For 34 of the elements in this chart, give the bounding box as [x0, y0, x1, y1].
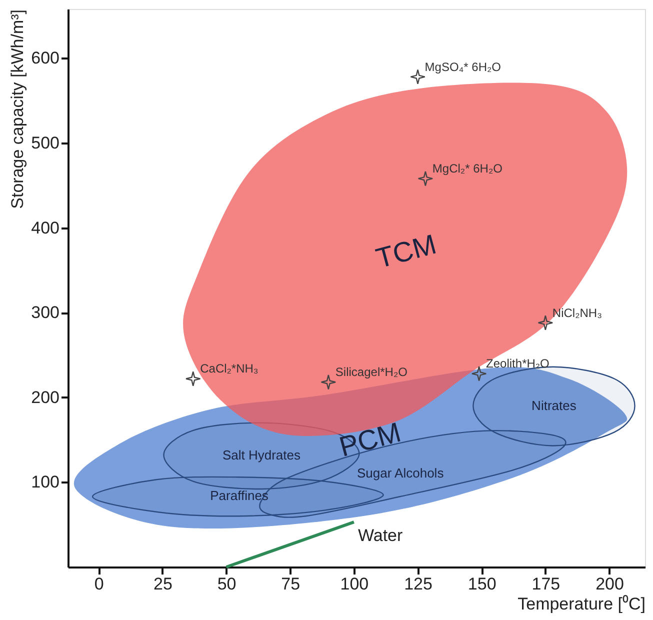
point	[185, 371, 201, 386]
y-tick-label: 100	[31, 472, 60, 492]
y-tick-label: 400	[31, 218, 60, 238]
point	[418, 170, 434, 186]
point	[471, 366, 487, 382]
series-label: Nitrates	[532, 398, 577, 413]
series-label: TCM	[372, 228, 440, 274]
x-tick-label: 125	[404, 574, 432, 594]
x-tick-label: 150	[468, 574, 496, 594]
series-label: PCM	[336, 416, 404, 463]
point	[538, 315, 554, 330]
series-label: Water	[358, 526, 403, 546]
x-axis-title: Temperature [⁰C]	[518, 594, 646, 614]
point	[410, 69, 426, 85]
point	[320, 374, 336, 390]
x-tick-label: 75	[281, 574, 300, 594]
series-label: Salt Hydrates	[222, 448, 301, 463]
y-tick-label: 200	[31, 388, 60, 407]
x-tick-label: 50	[217, 574, 236, 594]
x-tick-label: 0	[94, 574, 104, 594]
y-axis-title: Storage capacity [kWh/m³]	[8, 10, 28, 209]
y-tick-label: 600	[31, 48, 60, 68]
series-label: Sugar Alcohols	[356, 466, 444, 481]
annotation: Silicagel*H₂O	[335, 365, 408, 380]
annotation: MgCl₂* 6H₂O	[432, 162, 502, 176]
annotation: CaCl₂*NH₃	[200, 362, 258, 376]
y-tick-label: 300	[31, 303, 60, 322]
annotation: Zeolith*H₂O	[486, 356, 550, 371]
x-tick-label: 200	[596, 574, 624, 594]
x-tick-label: 100	[340, 574, 369, 594]
annotation: MgSO₄* 6H₂O	[424, 60, 502, 74]
y-tick-label: 500	[31, 133, 60, 152]
x-tick-label: 175	[532, 574, 560, 594]
x-tick-label: 25	[154, 574, 172, 594]
